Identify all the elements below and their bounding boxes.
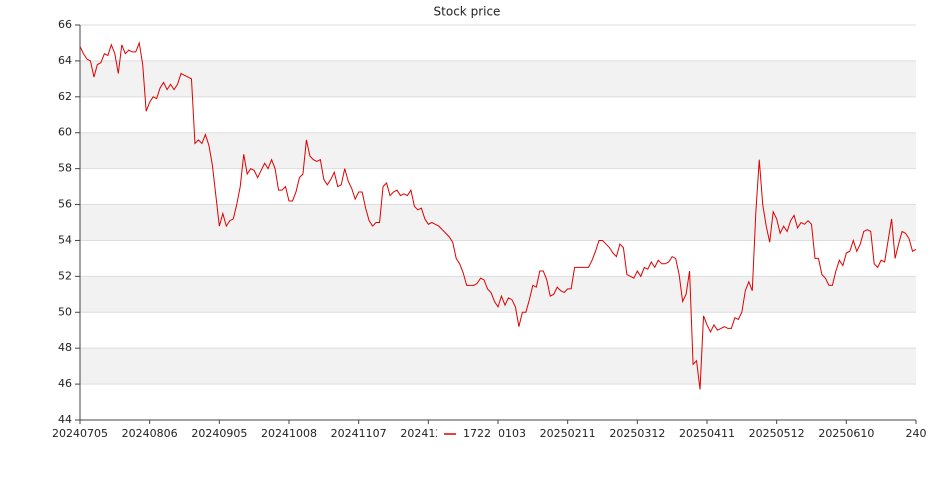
x-tick-label: 20241008: [261, 427, 317, 440]
y-tick-label: 54: [58, 233, 72, 246]
x-tick-label: 20240905: [191, 427, 247, 440]
y-tick-label: 58: [58, 162, 72, 175]
legend: 1722: [437, 425, 499, 443]
x-tick-label: 20250411: [679, 427, 735, 440]
chart-title: Stock price: [434, 5, 501, 19]
x-tick-label: 20250312: [609, 427, 665, 440]
y-tick-label: 48: [58, 341, 72, 354]
legend-box: [437, 425, 499, 443]
y-tick-label: 46: [58, 377, 72, 390]
grid-band: [80, 348, 916, 385]
grid-band: [80, 132, 916, 169]
grid-band: [80, 60, 916, 97]
y-tick-label: 44: [58, 413, 72, 426]
x-tick-label: 20240705: [52, 427, 108, 440]
x-tick-label: 20250610: [818, 427, 874, 440]
x-tick-label: 20250512: [749, 427, 805, 440]
legend-label: 1722: [463, 427, 491, 440]
y-tick-label: 52: [58, 269, 72, 282]
y-tick-label: 60: [58, 126, 72, 139]
y-tick-label: 66: [58, 18, 72, 31]
x-tick-label: 240: [906, 427, 927, 440]
y-tick-label: 62: [58, 90, 72, 103]
series-line: [79, 41, 917, 390]
x-tick-label: 20250211: [540, 427, 596, 440]
grid-band: [80, 204, 916, 241]
y-tick-label: 56: [58, 198, 72, 211]
y-tick-label: 64: [58, 54, 72, 67]
x-tick-label: 20240806: [122, 427, 178, 440]
y-tick-label: 50: [58, 305, 72, 318]
x-tick-label: 20241107: [331, 427, 387, 440]
